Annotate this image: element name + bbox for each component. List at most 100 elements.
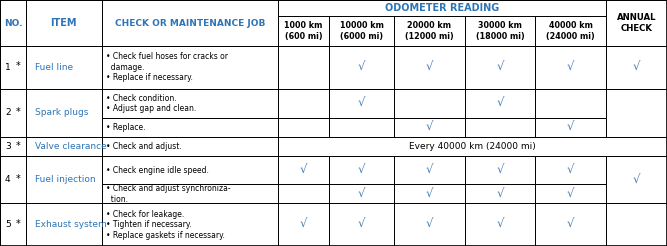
Text: √: √ bbox=[358, 218, 366, 231]
Text: √: √ bbox=[299, 164, 307, 177]
Text: √: √ bbox=[426, 164, 433, 177]
Text: • Check for leakage.
• Tighten if necessary.
• Replace gaskets if necessary.: • Check for leakage. • Tighten if necess… bbox=[105, 210, 225, 240]
Text: √: √ bbox=[496, 164, 504, 177]
Bar bbox=[329, 89, 394, 118]
Bar bbox=[465, 156, 535, 184]
Bar bbox=[606, 46, 667, 89]
Text: √: √ bbox=[358, 187, 366, 200]
Bar bbox=[535, 46, 606, 89]
Bar bbox=[606, 203, 667, 246]
Bar bbox=[278, 118, 329, 137]
Text: √: √ bbox=[426, 121, 433, 134]
Bar bbox=[26, 46, 101, 89]
Text: √: √ bbox=[426, 61, 433, 74]
Bar bbox=[26, 203, 101, 246]
Text: • Check fuel hoses for cracks or
  damage.
• Replace if necessary.: • Check fuel hoses for cracks or damage.… bbox=[105, 52, 227, 82]
Text: 2: 2 bbox=[5, 108, 11, 117]
Text: √: √ bbox=[496, 187, 504, 200]
Text: 30000 km
(18000 mi): 30000 km (18000 mi) bbox=[476, 21, 524, 41]
Bar bbox=[535, 89, 606, 118]
Text: 5: 5 bbox=[5, 220, 11, 229]
Text: ITEM: ITEM bbox=[51, 18, 77, 28]
Text: CHECK OR MAINTENANCE JOB: CHECK OR MAINTENANCE JOB bbox=[115, 18, 265, 28]
Text: √: √ bbox=[299, 218, 307, 231]
Bar bbox=[101, 46, 278, 89]
Bar bbox=[465, 118, 535, 137]
Bar bbox=[278, 16, 329, 46]
Bar bbox=[26, 137, 101, 156]
Bar bbox=[278, 184, 329, 203]
Text: • Check engine idle speed.: • Check engine idle speed. bbox=[105, 166, 209, 175]
Text: √: √ bbox=[567, 187, 574, 200]
Text: 40000 km
(24000 mi): 40000 km (24000 mi) bbox=[546, 21, 595, 41]
Bar bbox=[26, 0, 101, 46]
Bar bbox=[0, 203, 26, 246]
Bar bbox=[101, 137, 278, 156]
Text: • Check and adjust.: • Check and adjust. bbox=[105, 142, 181, 151]
Text: *: * bbox=[16, 61, 21, 71]
Bar bbox=[278, 0, 606, 16]
Text: *: * bbox=[16, 219, 21, 229]
Bar bbox=[465, 89, 535, 118]
Bar bbox=[394, 156, 465, 184]
Text: 1: 1 bbox=[5, 63, 11, 72]
Text: √: √ bbox=[496, 218, 504, 231]
Text: *: * bbox=[16, 107, 21, 117]
Bar bbox=[394, 118, 465, 137]
Text: √: √ bbox=[567, 61, 574, 74]
Text: • Check condition.
• Adjust gap and clean.: • Check condition. • Adjust gap and clea… bbox=[105, 94, 196, 113]
Bar bbox=[606, 156, 667, 203]
Text: √: √ bbox=[632, 173, 640, 186]
Bar bbox=[606, 89, 667, 137]
Bar bbox=[329, 184, 394, 203]
Bar bbox=[535, 118, 606, 137]
Bar bbox=[465, 203, 535, 246]
Text: *: * bbox=[16, 174, 21, 184]
Bar bbox=[465, 184, 535, 203]
Bar bbox=[394, 89, 465, 118]
Text: 1000 km
(600 mi): 1000 km (600 mi) bbox=[284, 21, 323, 41]
Text: Every 40000 km (24000 mi): Every 40000 km (24000 mi) bbox=[409, 142, 536, 151]
Text: Exhaust system: Exhaust system bbox=[35, 220, 107, 229]
Bar bbox=[26, 89, 101, 137]
Text: Fuel injection: Fuel injection bbox=[35, 175, 95, 184]
Text: √: √ bbox=[567, 164, 574, 177]
Bar bbox=[0, 89, 26, 137]
Text: √: √ bbox=[496, 61, 504, 74]
Bar bbox=[101, 0, 278, 46]
Bar bbox=[329, 16, 394, 46]
Text: *: * bbox=[16, 141, 21, 151]
Bar bbox=[329, 46, 394, 89]
Text: √: √ bbox=[358, 61, 366, 74]
Text: √: √ bbox=[426, 187, 433, 200]
Bar bbox=[329, 203, 394, 246]
Text: ODOMETER READING: ODOMETER READING bbox=[385, 3, 499, 13]
Bar bbox=[278, 156, 329, 184]
Bar bbox=[101, 156, 278, 184]
Bar bbox=[278, 46, 329, 89]
Bar bbox=[394, 46, 465, 89]
Bar bbox=[278, 89, 329, 118]
Text: 4: 4 bbox=[5, 175, 11, 184]
Text: √: √ bbox=[496, 97, 504, 110]
Bar bbox=[535, 203, 606, 246]
Bar bbox=[394, 203, 465, 246]
Text: 20000 km
(12000 mi): 20000 km (12000 mi) bbox=[405, 21, 454, 41]
Bar bbox=[0, 137, 26, 156]
Bar bbox=[329, 118, 394, 137]
Bar bbox=[465, 46, 535, 89]
Bar bbox=[101, 184, 278, 203]
Text: √: √ bbox=[567, 121, 574, 134]
Bar bbox=[278, 137, 667, 156]
Bar bbox=[278, 203, 329, 246]
Text: 10000 km
(6000 mi): 10000 km (6000 mi) bbox=[340, 21, 384, 41]
Bar bbox=[0, 0, 26, 46]
Text: √: √ bbox=[358, 97, 366, 110]
Bar bbox=[0, 46, 26, 89]
Text: √: √ bbox=[632, 61, 640, 74]
Bar bbox=[394, 16, 465, 46]
Bar bbox=[101, 203, 278, 246]
Bar bbox=[465, 16, 535, 46]
Text: • Check and adjust synchroniza-
  tion.: • Check and adjust synchroniza- tion. bbox=[105, 184, 230, 204]
Bar bbox=[26, 156, 101, 203]
